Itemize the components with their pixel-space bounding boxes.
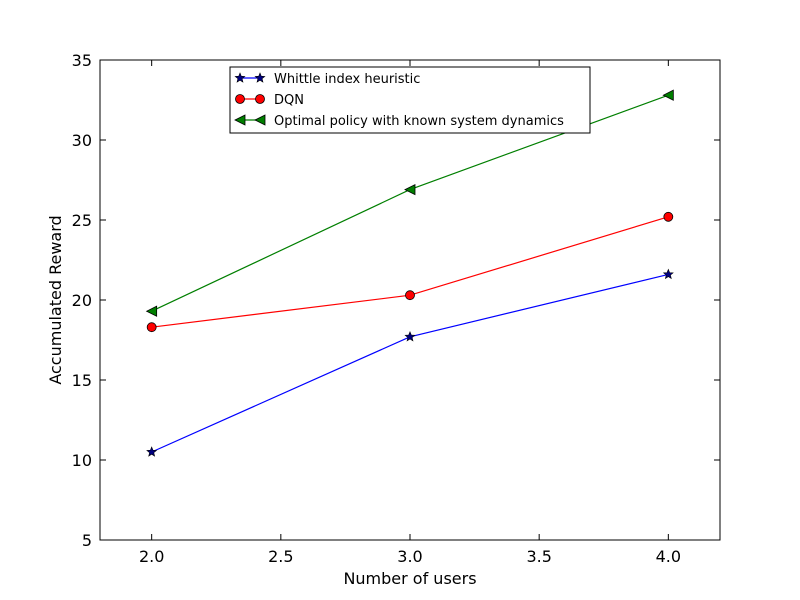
legend-item: Whittle index heuristic (234, 72, 420, 87)
x-tick-label: 2.5 (268, 547, 293, 566)
data-point (405, 290, 415, 301)
series-line (151, 216, 669, 328)
x-tick-label: 2.0 (139, 547, 164, 566)
legend-item: Optimal policy with known system dynamic… (234, 114, 564, 129)
legend-marker (254, 72, 266, 83)
x-axis-label: Number of users (343, 569, 476, 588)
data-point (662, 89, 674, 101)
legend-marker (254, 114, 266, 126)
y-axis-label: Accumulated Reward (46, 215, 65, 384)
series-2 (146, 211, 674, 333)
y-tick-label: 35 (72, 51, 92, 70)
y-tick-label: 10 (72, 451, 92, 470)
legend-box (229, 66, 591, 134)
x-tick-label: 3.0 (397, 547, 422, 566)
data-point (404, 183, 416, 196)
x-tick-label: 3.5 (526, 547, 551, 566)
series-1 (146, 268, 674, 457)
data-point (662, 268, 674, 280)
y-tick-label: 25 (72, 211, 92, 230)
legend-item: DQN (235, 93, 304, 108)
legend: Whittle index heuristic DQN Optimal policy… (229, 66, 591, 134)
data-point (663, 211, 674, 222)
legend-label: Whittle index heuristic (274, 72, 420, 87)
data-point (146, 446, 158, 457)
data-point (404, 330, 416, 342)
plot-area (145, 89, 674, 457)
series-line (151, 273, 669, 453)
legend-marker (255, 94, 265, 104)
legend-marker (235, 94, 245, 104)
legend-marker (234, 72, 246, 83)
y-tick-label: 15 (72, 371, 92, 390)
y-tick-label: 5 (82, 531, 92, 550)
data-point (146, 322, 157, 333)
legend-label: Optimal policy with known system dynamic… (274, 114, 564, 129)
legend-label: DQN (274, 93, 304, 108)
data-point (145, 305, 158, 317)
y-tick-label: 20 (72, 291, 92, 310)
x-tick-label: 4.0 (656, 547, 681, 566)
y-tick-label: 30 (72, 131, 92, 150)
legend-marker (234, 114, 246, 126)
axes: 2.0 2.5 3.0 3.5 4.0 5 10 15 20 25 30 35 (72, 51, 720, 566)
